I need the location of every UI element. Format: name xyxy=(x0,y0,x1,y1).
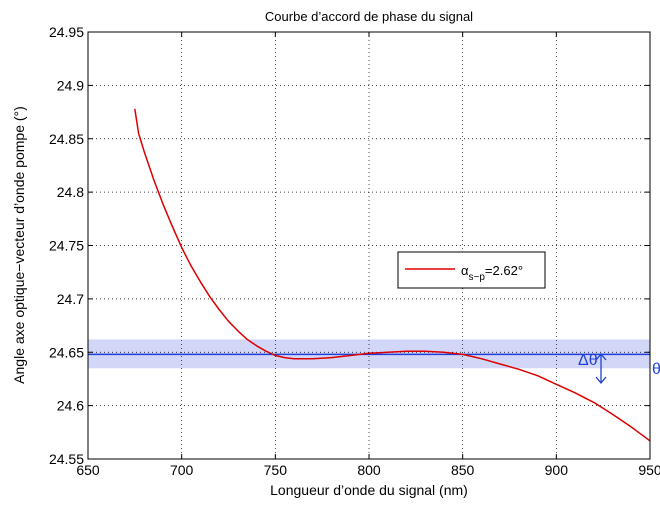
x-tick-label: 700 xyxy=(170,462,194,478)
y-tick-label: 24.8 xyxy=(57,184,84,200)
x-tick-labels: 650 700 750 800 850 900 950 xyxy=(76,462,660,478)
x-tick-label: 850 xyxy=(451,462,475,478)
tick-mark-layer xyxy=(87,31,651,460)
delta-theta-arrow-head-top xyxy=(595,352,607,361)
series-layer xyxy=(134,108,650,442)
y-tick-label: 24.6 xyxy=(57,398,84,414)
x-axis-label: Longueur d’onde du signal (nm) xyxy=(270,482,468,498)
chart-title: Courbe d’accord de phase du signal xyxy=(265,9,473,24)
x-tick-label: 750 xyxy=(264,462,288,478)
y-tick-label: 24.95 xyxy=(49,24,84,40)
y-tick-label: 24.55 xyxy=(49,451,84,467)
legend-subscript: s−p xyxy=(469,272,486,283)
x-tick-label: 950 xyxy=(638,462,660,478)
x-tick-label: 800 xyxy=(357,462,381,478)
theta-annotation: θ xyxy=(652,361,660,378)
delta-theta-arrow-head-bottom xyxy=(595,376,607,385)
y-axis-label: Angle axe optique−vecteur d’onde pompe (… xyxy=(11,106,27,384)
y-tick-label: 24.75 xyxy=(49,238,84,254)
series-line-alpha xyxy=(134,108,650,442)
x-tick-label: 650 xyxy=(76,462,100,478)
legend-symbol: α xyxy=(461,263,469,278)
y-tick-labels: 24.55 24.6 24.65 24.7 24.75 24.8 24.85 24.9 24.9… xyxy=(49,24,84,467)
y-tick-label: 24.9 xyxy=(57,77,84,93)
x-tick-label: 900 xyxy=(545,462,569,478)
annotation-layer: Δθ θ xyxy=(578,352,660,385)
legend: αs−p=2.62° xyxy=(397,251,546,289)
legend-suffix: =2.62° xyxy=(485,263,523,278)
y-tick-label: 24.85 xyxy=(49,131,84,147)
legend-frame xyxy=(397,251,546,289)
legend-label: αs−p=2.62° xyxy=(461,263,523,283)
delta-theta-annotation: Δθ xyxy=(578,352,598,369)
grid-layer xyxy=(88,32,650,459)
y-tick-label: 24.65 xyxy=(49,344,84,360)
y-tick-label: 24.7 xyxy=(57,291,84,307)
